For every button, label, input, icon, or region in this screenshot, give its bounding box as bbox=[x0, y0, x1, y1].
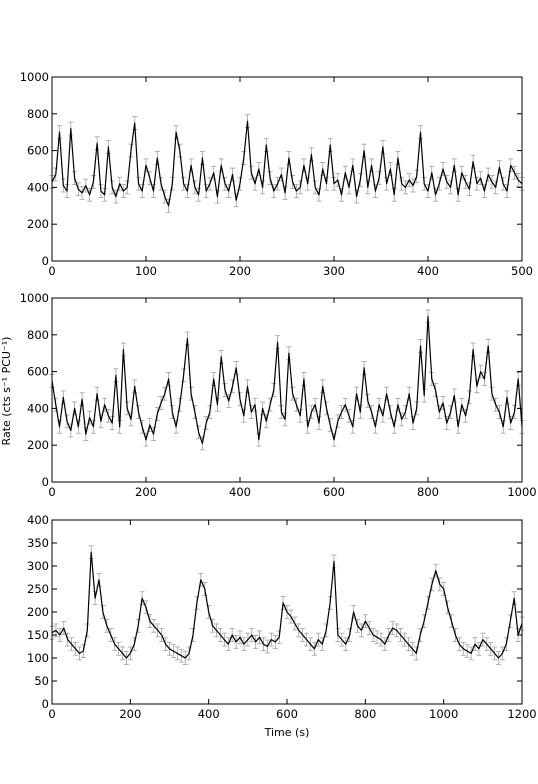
y-tick-label: 150 bbox=[27, 628, 49, 642]
y-tick-label: 1000 bbox=[20, 70, 49, 84]
x-tick-label: 200 bbox=[135, 485, 157, 499]
y-tick-label: 600 bbox=[27, 144, 49, 158]
x-tick-label: 0 bbox=[48, 707, 55, 721]
y-tick-label: 600 bbox=[27, 365, 49, 379]
x-tick-label: 0 bbox=[48, 264, 55, 278]
axes-frame bbox=[51, 297, 523, 483]
x-tick-label: 1000 bbox=[507, 485, 536, 499]
y-tick-label: 100 bbox=[27, 651, 49, 665]
axes-frame bbox=[51, 76, 523, 262]
series-line bbox=[51, 315, 523, 444]
series-line bbox=[51, 120, 523, 207]
x-tick-label: 0 bbox=[48, 485, 55, 499]
series-line bbox=[51, 551, 523, 659]
x-tick-label: 300 bbox=[323, 264, 345, 278]
y-tick-label: 50 bbox=[34, 674, 49, 688]
y-tick-label: 0 bbox=[42, 475, 49, 489]
x-tick-label: 400 bbox=[198, 707, 220, 721]
y-tick-label: 350 bbox=[27, 536, 49, 550]
x-tick-label: 400 bbox=[417, 264, 439, 278]
y-tick-label: 200 bbox=[27, 217, 49, 231]
y-tick-label: 800 bbox=[27, 107, 49, 121]
y-tick-label: 250 bbox=[27, 582, 49, 596]
x-tick-label: 200 bbox=[229, 264, 251, 278]
x-tick-label: 100 bbox=[135, 264, 157, 278]
panel-middle: 0 200 400 600 800 1000 0 200 400 600 800 1000 bbox=[20, 291, 537, 499]
y-tick-label: 400 bbox=[27, 180, 49, 194]
x-tick-label: 1200 bbox=[507, 707, 536, 721]
y-tick-label: 0 bbox=[42, 697, 49, 711]
x-tick-label: 500 bbox=[511, 264, 533, 278]
y-tick-label: 800 bbox=[27, 328, 49, 342]
y-tick-label: 300 bbox=[27, 559, 49, 573]
x-tick-label: 600 bbox=[323, 485, 345, 499]
x-tick-label: 1000 bbox=[429, 707, 458, 721]
panel-bottom: 0 200 400 600 800 1000 1200 0 50 100 150 200 250 300 3… bbox=[27, 513, 537, 721]
y-tick-label: 400 bbox=[27, 401, 49, 415]
x-tick-label: 200 bbox=[119, 707, 141, 721]
y-tick-label: 200 bbox=[27, 438, 49, 452]
y-tick-label: 200 bbox=[27, 605, 49, 619]
y-tick-label: 1000 bbox=[20, 291, 49, 305]
x-tick-label: 400 bbox=[229, 485, 251, 499]
y-tick-label: 400 bbox=[27, 513, 49, 527]
x-tick-label: 600 bbox=[276, 707, 298, 721]
x-tick-label: 800 bbox=[417, 485, 439, 499]
x-axis-label: Time (s) bbox=[264, 726, 310, 739]
y-tick-label: 0 bbox=[42, 254, 49, 268]
panel-top: 0 100 200 300 400 500 0 200 400 600 800 1000 bbox=[20, 70, 533, 278]
y-axis-label: Rate (cts s⁻¹ PCU⁻¹) bbox=[0, 337, 13, 446]
x-tick-label: 800 bbox=[354, 707, 376, 721]
